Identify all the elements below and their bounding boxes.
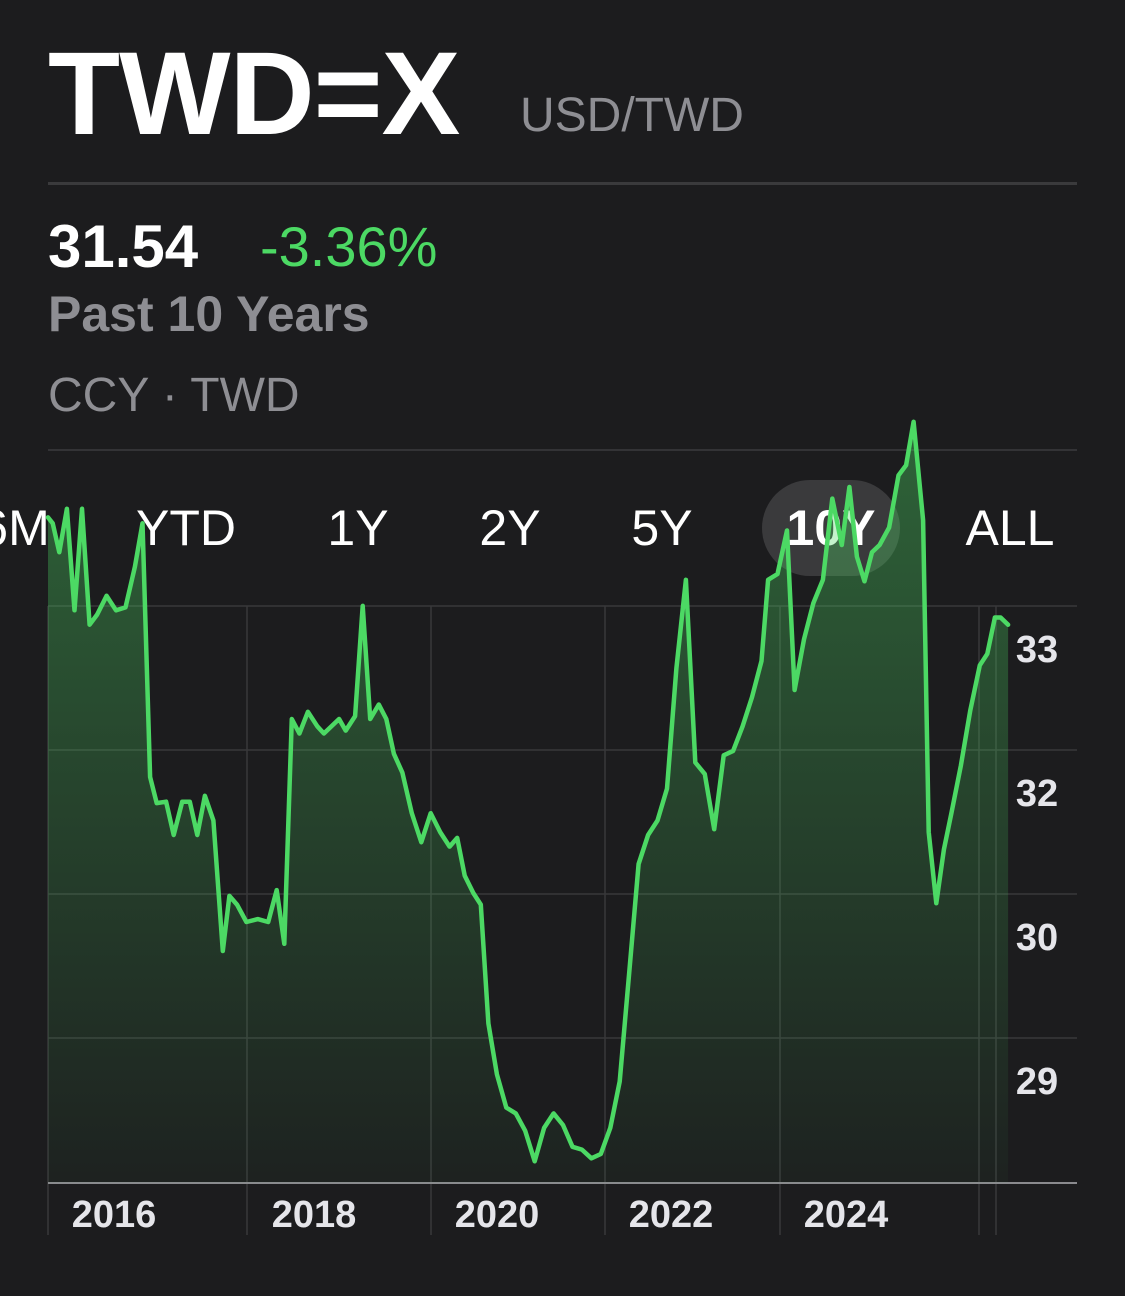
tab-2y[interactable]: 2Y — [479, 500, 541, 556]
price-line — [45, 419, 1011, 1164]
x-tick-label: 2020 — [455, 1194, 540, 1236]
tab-all[interactable]: ALL — [965, 500, 1055, 556]
ticker-symbol: TWD=X — [48, 28, 460, 160]
x-tick-label: 2022 — [629, 1194, 714, 1236]
price-change: -3.36% — [260, 215, 438, 278]
x-tick-label: 2018 — [272, 1194, 357, 1236]
tab-ytd[interactable]: YTD — [136, 500, 236, 556]
tab-5y[interactable]: 5Y — [631, 500, 693, 556]
x-tick-label: 2024 — [804, 1194, 889, 1236]
price-area — [48, 421, 1009, 1183]
y-tick-label: 32 — [1016, 773, 1058, 815]
tab-1y[interactable]: 1Y — [327, 500, 389, 556]
y-tick-label: 30 — [1016, 917, 1058, 959]
current-price: 31.54 — [48, 213, 199, 280]
y-tick-label: 33 — [1016, 629, 1058, 671]
divider — [48, 449, 1077, 451]
x-tick-label: 2016 — [72, 1194, 157, 1236]
y-tick-label: 29 — [1016, 1061, 1058, 1103]
tab-6m[interactable]: 6M — [0, 500, 50, 556]
period-label: Past 10 Years — [48, 286, 370, 342]
exchange-info: CCY · TWD — [48, 369, 300, 422]
divider — [48, 182, 1077, 185]
currency-pair: USD/TWD — [520, 89, 744, 142]
